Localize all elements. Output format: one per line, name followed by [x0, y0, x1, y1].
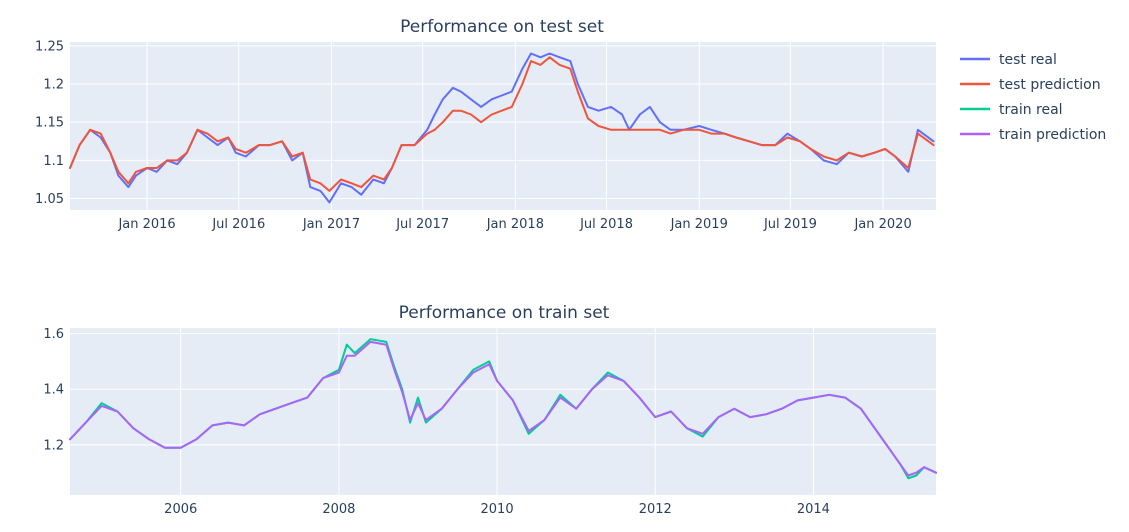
- legend-item-train-prediction[interactable]: train prediction: [960, 127, 1106, 143]
- y-tick-label-train: 1.4: [43, 383, 64, 398]
- x-tick-label-test: Jan 2019: [670, 217, 728, 232]
- x-tick-label-test: Jan 2016: [117, 217, 175, 232]
- plot-area-train: [70, 328, 936, 495]
- x-tick-label-test: Jul 2017: [395, 217, 449, 232]
- y-tick-label-test: 1.25: [35, 39, 64, 54]
- x-tick-label-train: 2014: [797, 502, 830, 517]
- legend-item-test-real[interactable]: test real: [960, 52, 1057, 68]
- legend-label-train-real: train real: [999, 102, 1063, 118]
- x-tick-label-test: Jan 2017: [302, 217, 360, 232]
- y-tick-labels-train: 1.2 1.4 1.6: [43, 327, 64, 453]
- y-gridlines-test: [70, 45, 936, 200]
- y-tick-label-test: 1.15: [35, 116, 64, 131]
- x-tick-label-test: Jan 2018: [486, 217, 544, 232]
- x-tick-label-test: Jul 2018: [579, 217, 633, 232]
- legend-item-train-real[interactable]: train real: [960, 102, 1063, 118]
- x-tick-labels-test: Jan 2016 Jul 2016 Jan 2017 Jul 2017 Jan 2018…: [117, 217, 911, 232]
- series-line-test-prediction: [69, 56, 935, 192]
- x-tick-label-test: Jan 2020: [853, 217, 911, 232]
- x-tick-label-test: Jul 2019: [763, 217, 817, 232]
- y-tick-labels-test: 1.05 1.1 1.15 1.2 1.25: [35, 39, 64, 207]
- legend-label-train-prediction: train prediction: [999, 127, 1106, 143]
- x-tick-label-train: 2012: [639, 502, 672, 517]
- plot-area-test: [70, 42, 936, 210]
- chart-title-test: Performance on test set: [400, 17, 604, 37]
- x-tick-label-train: 2010: [481, 502, 514, 517]
- x-tick-labels-train: 2006 2008 2010 2012 2014: [164, 502, 830, 517]
- legend[interactable]: test real test prediction train real tra…: [960, 52, 1106, 143]
- legend-label-test-real: test real: [999, 52, 1057, 68]
- x-gridlines-test: [146, 42, 884, 210]
- y-tick-label-test: 1.2: [43, 78, 64, 93]
- legend-item-test-prediction[interactable]: test prediction: [960, 77, 1101, 93]
- series-group-test: [69, 52, 935, 204]
- chart-title-train: Performance on train set: [399, 303, 610, 323]
- series-group-train: [69, 338, 937, 480]
- x-tick-label-train: 2008: [322, 502, 355, 517]
- series-line-train-prediction: [69, 340, 937, 477]
- y-tick-label-train: 1.2: [43, 438, 64, 453]
- y-tick-label-test: 1.1: [43, 154, 64, 169]
- x-gridlines-train: [180, 328, 814, 495]
- y-tick-label-test: 1.05: [35, 192, 64, 207]
- x-tick-label-test: Jul 2016: [211, 217, 265, 232]
- legend-label-test-prediction: test prediction: [999, 77, 1101, 93]
- y-tick-label-train: 1.6: [43, 327, 64, 342]
- x-tick-label-train: 2006: [164, 502, 197, 517]
